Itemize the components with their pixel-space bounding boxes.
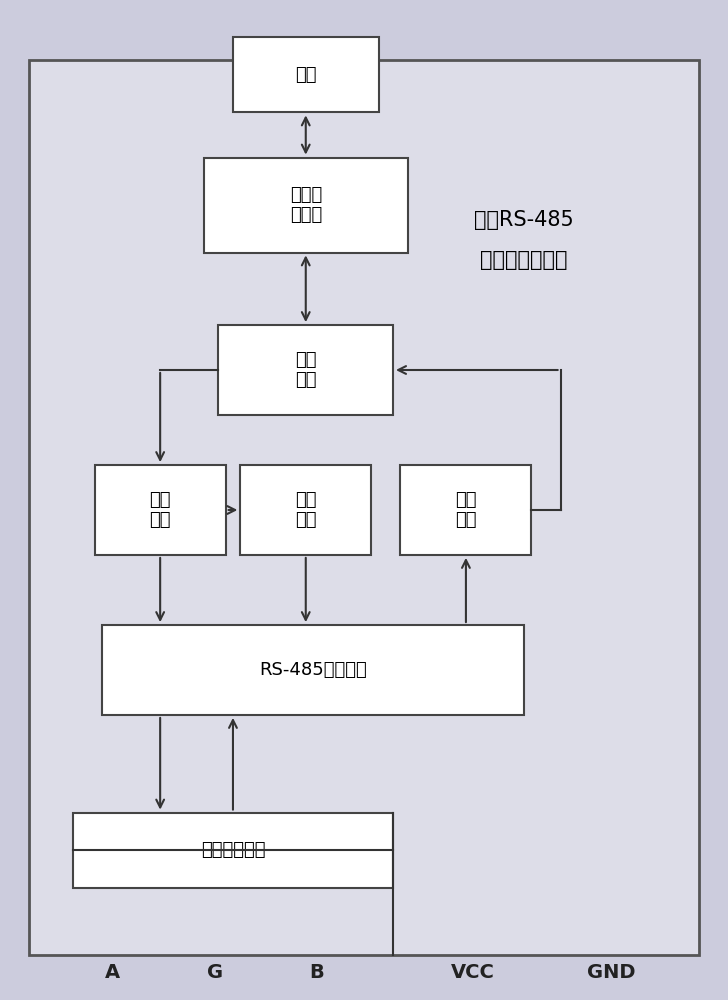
Text: 三级防雷电路: 三级防雷电路 xyxy=(201,841,265,859)
Bar xyxy=(29,60,699,955)
Text: 光电转
换模块: 光电转 换模块 xyxy=(290,186,322,224)
Bar xyxy=(204,157,408,252)
Bar xyxy=(240,465,371,555)
Bar xyxy=(218,325,393,415)
Text: 无源RS-485: 无源RS-485 xyxy=(474,210,574,230)
Bar xyxy=(233,37,379,112)
Text: 高速
光耦: 高速 光耦 xyxy=(149,491,171,529)
Bar xyxy=(400,465,531,555)
Bar xyxy=(102,625,524,715)
Text: 光网络单口终端: 光网络单口终端 xyxy=(480,250,568,270)
Bar xyxy=(95,465,226,555)
Text: 相位
转换: 相位 转换 xyxy=(295,351,317,389)
Text: A: A xyxy=(106,962,120,982)
Text: 自动
换向: 自动 换向 xyxy=(295,491,317,529)
Text: 高速
光耦: 高速 光耦 xyxy=(455,491,477,529)
Text: G: G xyxy=(207,962,223,982)
Text: 光口: 光口 xyxy=(295,66,317,84)
Text: RS-485接口芯片: RS-485接口芯片 xyxy=(259,661,367,679)
Text: B: B xyxy=(309,962,324,982)
Text: GND: GND xyxy=(587,962,636,982)
Bar xyxy=(73,812,393,888)
Text: VCC: VCC xyxy=(451,962,495,982)
